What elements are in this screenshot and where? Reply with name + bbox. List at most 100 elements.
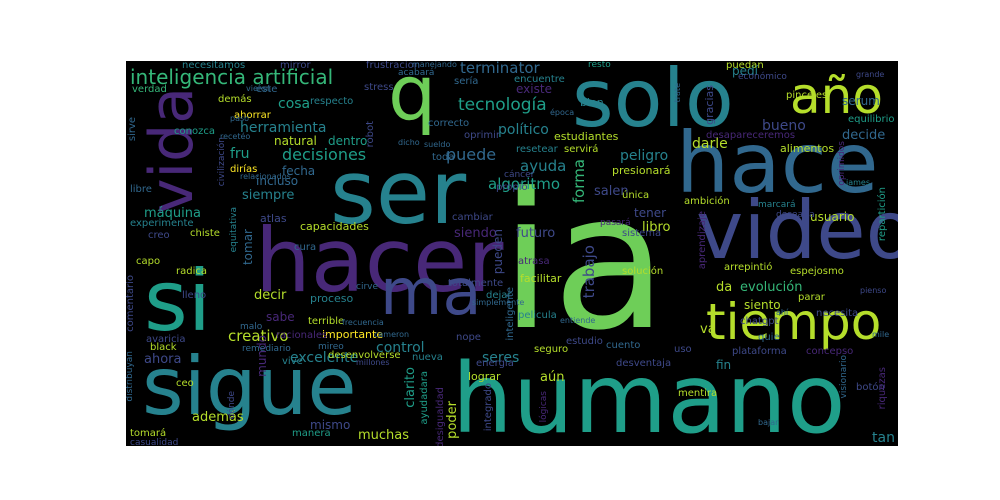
word-algoritmo: algoritmo (488, 175, 561, 193)
word-solucion: solución (622, 266, 664, 277)
word-equilibrio: equilibrio (848, 114, 895, 125)
word-chatgpt: chatgpt (740, 316, 779, 327)
word-libro: libro (642, 220, 671, 235)
word-economico: económico (738, 72, 787, 82)
word-cuento: cuento (606, 340, 641, 351)
word-frecuencia: frecuencia (342, 318, 384, 327)
word-desenvolverse: desenvolverse (328, 350, 401, 361)
word-tan: tan (872, 430, 895, 446)
word-puedan: puedan (726, 61, 764, 71)
word-existe: existe (516, 82, 552, 96)
word-si: si (144, 252, 212, 350)
word-bueno: bueno (762, 118, 806, 134)
word-decir: decir (254, 288, 287, 303)
word-equitativa: equitativa (229, 207, 239, 253)
word-cambiar: cambiar (452, 212, 493, 223)
word-salen: salen (594, 184, 629, 199)
word-mireo: mireo (318, 342, 344, 352)
word-tiempo: tiempo (706, 293, 882, 351)
word-peligro: peligro (620, 148, 669, 164)
word-politico: político (498, 122, 549, 138)
word-conozca: conozca (174, 126, 215, 137)
word-fru: fru (230, 146, 250, 162)
word-civilizacion: civilización (217, 137, 227, 187)
word-usuario: usuario (810, 210, 855, 224)
word-ayudadara: ayudadara (419, 371, 430, 425)
word-cura: cura (294, 242, 317, 253)
word-mirror: mirror (280, 61, 311, 71)
word-presionara: presionará (612, 164, 671, 177)
word-excelente: excelente (290, 350, 359, 366)
word-sirve: sirve (127, 117, 138, 142)
word-alimentos: alimentos (780, 142, 835, 155)
word-receteo: recetéo (220, 132, 251, 141)
word-james: james (846, 178, 871, 187)
word-darle: darle (692, 136, 728, 152)
word-black: black (150, 342, 177, 353)
word-humano: humano (452, 343, 846, 446)
word-futuro: futuro (516, 226, 556, 241)
word-libre: libre (130, 184, 152, 195)
word-proceso: proceso (310, 292, 354, 305)
word-forma: forma (570, 159, 588, 204)
word-mentira: mentira (678, 388, 718, 399)
word-racionales: racionales (276, 330, 328, 341)
word-aun: aún (540, 370, 565, 385)
word-sueldo: sueldo (424, 140, 451, 149)
word-sabe: sabe (266, 310, 295, 324)
word-encuentre: encuentre (514, 74, 565, 85)
word-terminator: terminator (460, 61, 540, 77)
word-desearia: desearía (776, 210, 815, 220)
word-nueva: nueva (412, 352, 443, 363)
word-grande: grande (856, 70, 885, 79)
word-energia: energía (476, 358, 514, 369)
word-experimente: experimente (130, 218, 194, 229)
word-siento: siento (744, 298, 781, 312)
word-fecha: fecha (282, 164, 316, 178)
word-stress: stress (364, 82, 394, 93)
word-servira: servirá (564, 144, 599, 155)
word-marcara: marcará (758, 200, 796, 210)
word-parar: parar (798, 292, 825, 303)
word-vieron: vieron (246, 84, 271, 93)
word-inteligente: inteligente (505, 287, 516, 341)
word-inteligencia-artificial: inteligencia artificial (130, 65, 334, 89)
word-atrasa: atrasa (518, 256, 550, 267)
word-desventaja: desventaja (616, 358, 672, 369)
word-facilitar: facilitar (520, 272, 562, 285)
word-herramienta: herramienta (240, 120, 327, 136)
word-tomar: tomar (241, 229, 255, 266)
word-pasara: pasará (600, 218, 631, 228)
word-natural: natural (274, 134, 317, 148)
word-millones: millones (356, 358, 390, 367)
word-terrible: terrible (308, 316, 345, 327)
word-bajar: bajar (758, 418, 779, 427)
word-ahorrar: ahorrar (234, 110, 271, 121)
word-sigue: sigue (142, 340, 357, 433)
word-arrepintio: arrepintió (724, 262, 773, 273)
word-reparticion: repartición (877, 187, 888, 242)
word-cameron: cameron (374, 330, 410, 339)
word-pinceles: pinceles (786, 90, 828, 101)
word-ia: ia (500, 153, 668, 372)
word-dirias: dirías (230, 164, 258, 175)
word-cirve: cirve (356, 282, 379, 292)
word-importante: importante (322, 328, 384, 341)
word-comentario: comentario (126, 275, 136, 332)
word-dicho: dicho (398, 138, 420, 147)
word-creativo: creativo (228, 327, 289, 345)
word-ser: ser (330, 141, 467, 244)
word-clarito: clarito (403, 367, 418, 408)
word-decisiones: decisiones (282, 145, 367, 164)
word-toda: toda (432, 152, 455, 163)
word-siempre: siempre (242, 188, 295, 203)
word-vive: vive (282, 356, 303, 367)
word-ambicion: ambición (684, 196, 730, 207)
word-plataforma: plataforma (732, 346, 787, 357)
word-quie: quie (758, 332, 780, 343)
word-resto: resto (588, 61, 611, 70)
word-atlas: atlas (260, 212, 287, 225)
word-verdad: verdad (132, 84, 167, 95)
word-radica: radica (176, 266, 207, 277)
word-pienso: pienso (860, 286, 887, 295)
